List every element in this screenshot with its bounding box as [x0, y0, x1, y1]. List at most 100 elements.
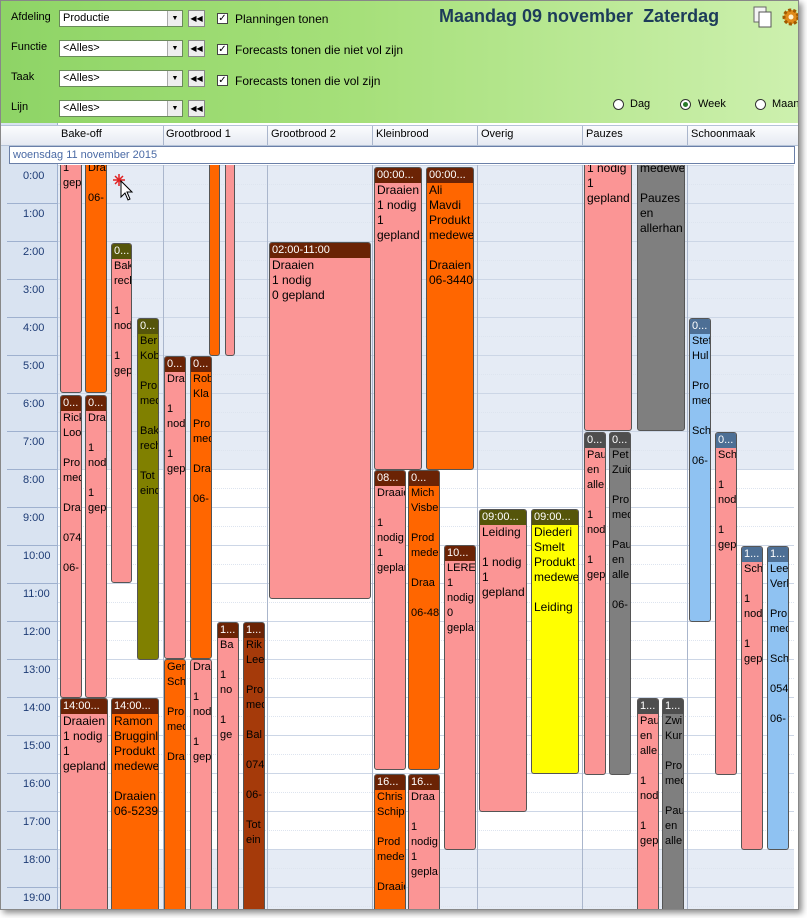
event-time-header: 14:00...	[61, 699, 107, 714]
rewind-icon[interactable]: ◀◀	[188, 70, 205, 87]
column-header-bake-off[interactable]: Bake-off	[61, 128, 102, 140]
event-time-header: 0...	[610, 433, 630, 448]
schedule-event[interactable]: 14:00... Ramon Brugginl Produkt medewe Dr…	[111, 698, 159, 909]
schedule-event[interactable]: 0...Pet Zuid Pro med Pau en alle 06-	[609, 432, 631, 775]
schedule-event[interactable]: 0... Dra 1 nod 1 gep	[85, 395, 107, 698]
chevron-down-icon[interactable]: ▼	[167, 101, 182, 116]
schedule-event[interactable]: 0... Mich Visbe Prod mede Draa 06-48	[408, 470, 440, 770]
time-divider	[7, 279, 57, 280]
schedule-event[interactable]: 16... Draa 1 nodig 1 gepla	[408, 774, 440, 909]
event-time-header: 16...	[409, 775, 439, 790]
time-label: 19:00	[23, 892, 51, 904]
schedule-event[interactable]: 0...Bak rech 1 nod 1 gep	[111, 243, 132, 583]
column-header-pauzes[interactable]: Pauzes	[586, 128, 623, 140]
schedule-event[interactable]: 14:00... Draaien 1 nodig 1 gepland	[60, 698, 108, 909]
schedule-event[interactable]: 0...Ber Kob Pro med Bak rech Tot eind	[137, 318, 159, 660]
event-time-header: 0...	[138, 319, 158, 334]
column-header-schoonmaak[interactable]: Schoonmaak	[691, 128, 756, 140]
schedule-event[interactable]: 1...Rik Lee Pro med Bal 074 06- Tot ein	[243, 622, 265, 909]
column-header-kleinbrood[interactable]: Kleinbrood	[376, 128, 429, 140]
event-time-header: 0...	[690, 319, 710, 334]
view-maand-label: Maan	[772, 98, 799, 110]
event-time-header: 1...	[244, 623, 264, 638]
hour-line	[58, 165, 794, 166]
time-divider	[7, 773, 57, 774]
event-details: Draaien 1 nodig 1 gepland	[377, 183, 420, 242]
schedule-event[interactable]: 02:00-11:00 Draaien 1 nodig 0 gepland	[269, 242, 371, 599]
schedule-event[interactable]: 1... Sch 1 nod 1 gep	[741, 546, 763, 850]
time-divider	[7, 697, 57, 698]
time-divider	[7, 735, 57, 736]
schedule-event[interactable]: 1...Zwi Kur Pro med Pau en alle	[662, 698, 684, 909]
column-divider	[163, 126, 164, 145]
column-header-grootbrood-2[interactable]: Grootbrood 2	[271, 128, 336, 140]
lijn-select[interactable]: <Alles> ▼	[59, 100, 183, 117]
chevron-down-icon[interactable]: ▼	[167, 71, 182, 86]
schedule-event[interactable]: 08...Draaien 1 nodig 1 gepland	[374, 470, 406, 770]
schedule-event[interactable]: 09:00... Leiding 1 nodig 1 gepland	[479, 509, 527, 812]
schedule-event[interactable]: 00:00... Draaien 1 nodig 1 gepland	[374, 167, 422, 470]
time-label: 18:00	[23, 854, 51, 866]
schedule-event[interactable]: 1... Ba 1 no 1 ge	[217, 622, 239, 909]
functie-value: <Alles>	[63, 42, 100, 54]
schedule-event[interactable]: 10...LEREN 1 nodig 0 gepla	[444, 545, 476, 850]
schedule-event[interactable]: medewe Pauzes en allerhan	[637, 165, 685, 431]
functie-select[interactable]: <Alles> ▼	[59, 40, 183, 57]
schedule-event[interactable]	[209, 165, 220, 356]
taak-select[interactable]: <Alles> ▼	[59, 70, 183, 87]
schedule-event[interactable]: 09:00... Diederi Smelt Produkt medewe Lei…	[531, 509, 579, 774]
forecasts-niet-vol-checkbox[interactable]: ✓	[217, 44, 228, 55]
column-header-overig[interactable]: Overig	[481, 128, 514, 140]
schedule-event[interactable]: 0...Rob Kla Pro med Dra 06-	[190, 356, 212, 659]
schedule-event[interactable]	[225, 165, 235, 356]
event-details: 1 nodig 1 gepland	[587, 165, 630, 205]
schedule-event[interactable]: Dra 1 nod 1 gep	[190, 659, 212, 909]
rewind-icon[interactable]: ◀◀	[188, 10, 205, 27]
event-details: Rick Loo Pro med Dra 074 06-	[63, 412, 82, 574]
schedule-event[interactable]: 1... Pau en alle 1 nod 1 gep	[637, 698, 659, 909]
schedule-event[interactable]: 1 gep	[60, 165, 82, 393]
functie-label: Functie	[11, 41, 48, 53]
schedule-event[interactable]: 0... Dra 1 nod 1 gep	[164, 356, 186, 659]
schedule-event[interactable]: Ger Sch Pro med Dra	[164, 659, 186, 909]
schedule-event[interactable]: 0...Rick Loo Pro med Dra 074 06-	[60, 395, 82, 698]
rewind-icon[interactable]: ◀◀	[188, 100, 205, 117]
schedule-event[interactable]: 00:00... Ali Mavdi Produkt medewe Draaien…	[426, 167, 474, 470]
schedule-event[interactable]: 1 nodig 1 gepland	[584, 165, 632, 431]
taak-label: Taak	[11, 71, 35, 83]
gear-icon[interactable]	[781, 6, 799, 28]
event-time-header: 0...	[409, 471, 439, 486]
rewind-icon[interactable]: ◀◀	[188, 40, 205, 57]
planningen-checkbox[interactable]: ✓	[217, 13, 228, 24]
column-header-grootbrood-1[interactable]: Grootbrood 1	[166, 128, 231, 140]
taak-value: <Alles>	[63, 72, 100, 84]
lijn-label: Lijn	[11, 101, 29, 113]
forecasts-vol-checkbox[interactable]: ✓	[217, 75, 228, 86]
schedule-event[interactable]: 16...Chris Schip Prod mede Draaie	[374, 774, 406, 909]
event-time-header: 14:00...	[112, 699, 158, 714]
copy-icon[interactable]	[753, 6, 773, 28]
chevron-down-icon[interactable]: ▼	[167, 41, 182, 56]
schedule-event[interactable]: 0... Sch 1 nod 1 gep	[715, 432, 737, 775]
event-time-header: 0...	[716, 433, 736, 448]
column-line	[163, 165, 164, 909]
view-maand-radio[interactable]	[755, 99, 766, 110]
event-details: Stef Hul Pro med Sch 06-	[692, 335, 711, 467]
event-details: Mich Visbe Prod mede Draa 06-48	[411, 487, 440, 619]
schedule-event[interactable]: 1...Lee Verl Pro med Sch 054 06-	[767, 546, 789, 850]
afdeling-select[interactable]: Productie ▼	[59, 10, 183, 27]
column-line	[582, 165, 583, 909]
time-label: 16:00	[23, 778, 51, 790]
time-divider	[7, 203, 57, 204]
schedule-event[interactable]: 0...Stef Hul Pro med Sch 06-	[689, 318, 711, 622]
view-week-radio[interactable]	[680, 99, 691, 110]
schedule-event[interactable]: Dra 06-	[85, 165, 107, 393]
view-dag-radio[interactable]	[613, 99, 624, 110]
schedule-event[interactable]: 0... Pau en alle 1 nod 1 gep	[584, 432, 606, 775]
column-line	[372, 165, 373, 909]
chevron-down-icon[interactable]: ▼	[167, 11, 182, 26]
event-time-header: 0...	[61, 396, 81, 411]
event-details: Dra 1 nod 1 gep	[193, 661, 212, 763]
time-label: 11:00	[23, 588, 50, 600]
